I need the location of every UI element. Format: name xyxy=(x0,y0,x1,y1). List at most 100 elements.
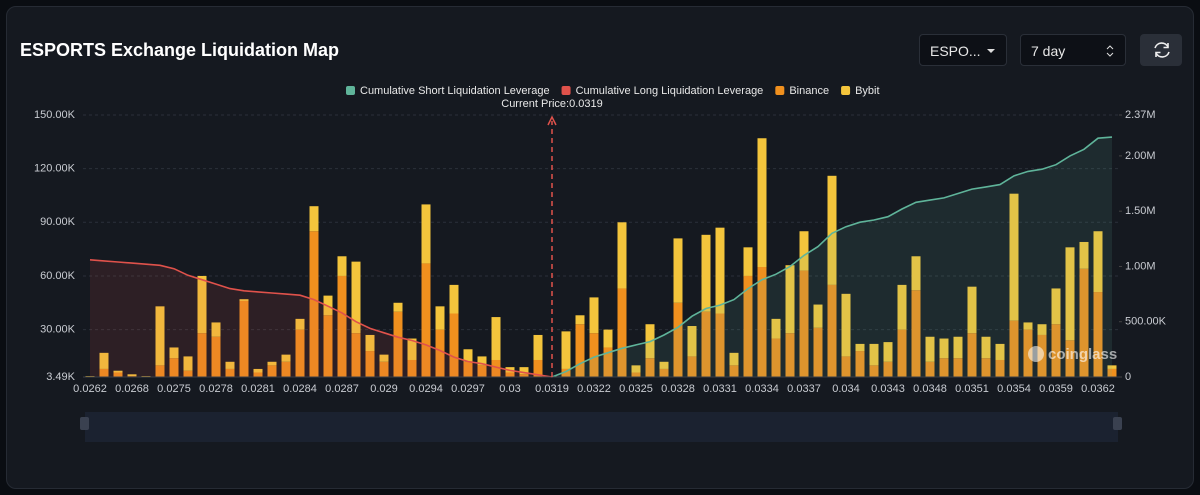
bar xyxy=(687,356,697,377)
y-tick-label: 30.00K xyxy=(40,323,76,335)
bar xyxy=(911,290,921,377)
bar xyxy=(197,275,207,334)
period-select[interactable]: 7 day xyxy=(1020,34,1126,66)
bar xyxy=(715,313,725,377)
bar xyxy=(1093,231,1103,293)
bar xyxy=(659,361,669,369)
bar xyxy=(1079,241,1089,269)
bar xyxy=(939,358,949,377)
bar xyxy=(575,324,585,377)
bar xyxy=(939,338,949,359)
legend-label: Binance xyxy=(789,85,829,97)
bar xyxy=(155,306,165,366)
bar xyxy=(351,333,361,377)
x-tick-label: 0.0319 xyxy=(535,383,569,395)
x-tick-label: 0.0287 xyxy=(325,383,359,395)
slider-handle[interactable] xyxy=(1113,417,1122,430)
bar xyxy=(799,270,809,377)
bar xyxy=(617,288,627,377)
bar xyxy=(841,293,851,357)
bar xyxy=(211,336,221,377)
bar xyxy=(827,175,837,285)
bar xyxy=(533,359,543,377)
bar xyxy=(407,359,417,377)
chevron xyxy=(987,49,995,53)
bar xyxy=(1051,288,1061,325)
line-series xyxy=(551,136,1113,378)
bar xyxy=(1023,329,1033,377)
bar xyxy=(477,365,487,377)
bar xyxy=(379,354,389,362)
bar xyxy=(407,338,417,360)
legend-label: Cumulative Short Liquidation Leverage xyxy=(360,85,550,97)
legend-label: Bybit xyxy=(855,85,879,97)
bar xyxy=(449,313,459,377)
bar xyxy=(393,302,403,312)
bar xyxy=(827,284,837,377)
symbol-select[interactable]: ESPO... xyxy=(919,34,1007,66)
bar xyxy=(1023,322,1033,330)
bar xyxy=(757,267,767,377)
bar xyxy=(729,352,739,366)
bar xyxy=(701,311,711,377)
y-tick-label: 150.00K xyxy=(34,109,76,121)
bar xyxy=(295,329,305,377)
bar xyxy=(127,374,137,377)
y-tick-label: 90.00K xyxy=(40,216,76,228)
line xyxy=(551,136,1113,378)
bar xyxy=(463,361,473,377)
line-series xyxy=(89,259,553,378)
bar xyxy=(281,354,291,362)
y2-tick-label: 0 xyxy=(1125,371,1131,383)
bar xyxy=(477,356,487,366)
bar xyxy=(715,227,725,314)
x-tick-label: 0.0284 xyxy=(283,383,317,395)
bar xyxy=(785,265,795,334)
bar xyxy=(309,206,319,232)
bar xyxy=(1079,268,1089,377)
bar xyxy=(1009,193,1019,321)
bar xyxy=(239,299,249,301)
bar xyxy=(911,256,921,291)
chart-title: ESPORTS Exchange Liquidation Map xyxy=(20,40,339,60)
bar xyxy=(1065,340,1075,377)
bar xyxy=(323,315,333,377)
x-tick-label: 0.0294 xyxy=(409,383,443,395)
bar xyxy=(435,306,445,330)
x-tick-label: 0.0262 xyxy=(73,383,107,395)
zoom-slider[interactable] xyxy=(85,412,1118,442)
slider-handle[interactable] xyxy=(80,417,89,430)
bar xyxy=(995,359,1005,377)
bar xyxy=(743,247,753,276)
bar xyxy=(897,329,907,377)
x-tick-label: 0.0281 xyxy=(241,383,275,395)
bar xyxy=(337,275,347,377)
x-tick-label: 0.0348 xyxy=(913,383,947,395)
line xyxy=(89,259,553,378)
bar xyxy=(365,334,375,352)
bar xyxy=(883,361,893,377)
y-tick-label: 60.00K xyxy=(40,270,76,282)
refresh-button[interactable] xyxy=(1140,34,1182,66)
bar xyxy=(757,138,767,268)
bar xyxy=(99,352,109,369)
bar xyxy=(393,311,403,377)
bar xyxy=(1107,365,1117,369)
bar xyxy=(463,349,473,362)
bar xyxy=(785,333,795,377)
x-tick-label: 0.0337 xyxy=(787,383,821,395)
area-fill xyxy=(552,137,1112,377)
bar xyxy=(519,367,529,375)
bar xyxy=(673,238,683,303)
bar xyxy=(197,333,207,377)
bar xyxy=(855,343,865,352)
bar xyxy=(1009,320,1019,377)
bar xyxy=(99,368,109,377)
period-text: 7 day xyxy=(1031,43,1066,59)
bar xyxy=(925,336,935,362)
bar xyxy=(561,331,571,369)
legend-swatch xyxy=(775,86,785,95)
legend-swatch xyxy=(841,86,851,95)
x-tick-label: 0.0351 xyxy=(955,383,989,395)
